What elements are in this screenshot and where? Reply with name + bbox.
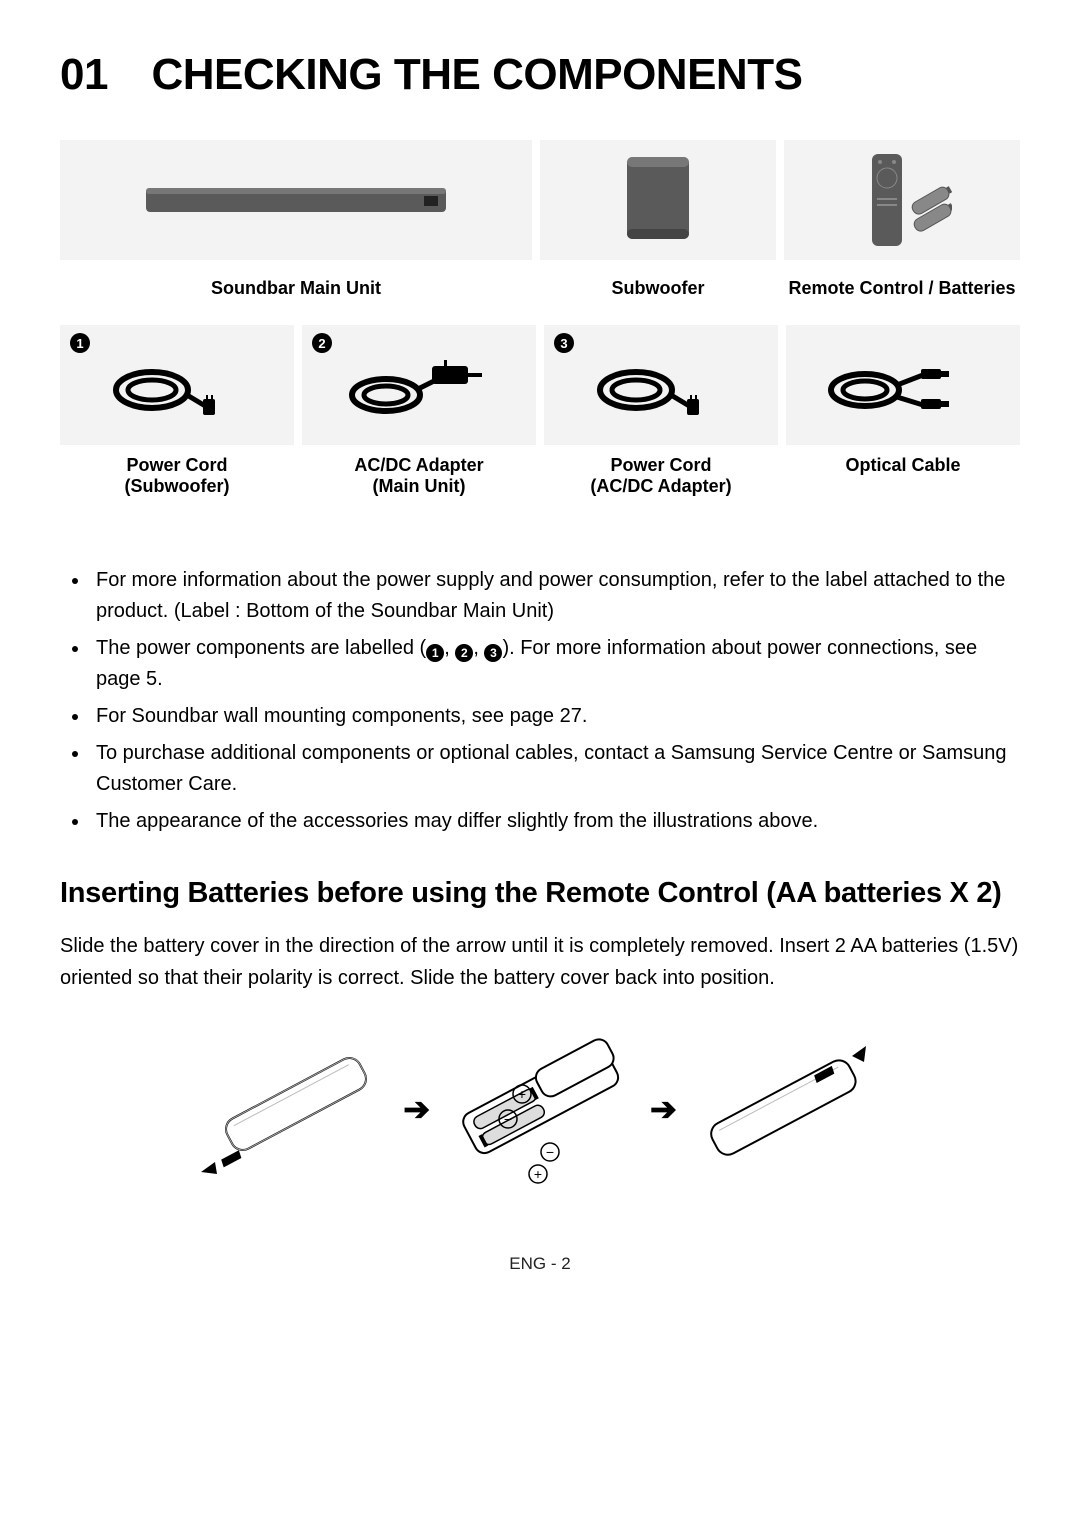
soundbar-image [60,140,532,260]
svg-text:−: − [504,1111,512,1127]
label-subline: (AC/DC Adapter) [548,476,774,497]
inline-badge-3: 3 [484,644,502,662]
ac-dc-adapter-image: 2 [302,325,536,445]
subwoofer-image [540,140,776,260]
inline-badge-1: 1 [426,644,444,662]
battery-diagram: ➔ + − − + ➔ [60,1024,1020,1194]
label-subline: (Subwoofer) [64,476,290,497]
label-line: Optical Cable [845,455,960,475]
badge-2: 2 [312,333,332,353]
soundbar-label: Soundbar Main Unit [60,268,532,317]
power-cord-subwoofer-image: 1 [60,325,294,445]
label-line: AC/DC Adapter [354,455,483,475]
note-item: For more information about the power sup… [90,565,1020,627]
components-row-2: 1 2 3 [60,325,1020,445]
label-line: Power Cord [610,455,711,475]
inline-badge-2: 2 [455,644,473,662]
subwoofer-label: Subwoofer [540,268,776,317]
remote-image [784,140,1020,260]
optical-cable-image [786,325,1020,445]
subheading: Inserting Batteries before using the Rem… [60,877,1020,910]
power-cord-adapter-label: Power Cord (AC/DC Adapter) [544,445,778,515]
svg-text:+: + [518,1086,526,1102]
note-item: The appearance of the accessories may di… [90,806,1020,837]
badge-1: 1 [70,333,90,353]
battery-step-3 [687,1034,887,1184]
note-item: To purchase additional components or opt… [90,738,1020,800]
battery-step-2: + − − + [440,1024,640,1194]
svg-text:−: − [546,1144,554,1160]
remote-label: Remote Control / Batteries [784,268,1020,317]
badge-3: 3 [554,333,574,353]
power-cord-subwoofer-label: Power Cord (Subwoofer) [60,445,294,515]
label-line: Power Cord [126,455,227,475]
note-item: The power components are labelled (1, 2,… [90,633,1020,695]
components-row-1 [60,140,1020,260]
body-paragraph: Slide the battery cover in the direction… [60,930,1020,994]
svg-text:+: + [534,1166,542,1182]
notes-list: For more information about the power sup… [90,565,1020,837]
components-row-2-labels: Power Cord (Subwoofer) AC/DC Adapter (Ma… [60,445,1020,515]
note-text: The power components are labelled ( [96,637,426,659]
optical-cable-label: Optical Cable [786,445,1020,515]
arrow-icon: ➔ [650,1090,677,1128]
power-cord-adapter-image: 3 [544,325,778,445]
note-item: For Soundbar wall mounting components, s… [90,701,1020,732]
ac-dc-adapter-label: AC/DC Adapter (Main Unit) [302,445,536,515]
components-row-1-labels: Soundbar Main Unit Subwoofer Remote Cont… [60,268,1020,317]
arrow-icon: ➔ [403,1090,430,1128]
page-footer: ENG - 2 [60,1254,1020,1274]
page-title: 01 CHECKING THE COMPONENTS [60,50,1020,100]
battery-step-1 [193,1034,393,1184]
label-subline: (Main Unit) [306,476,532,497]
